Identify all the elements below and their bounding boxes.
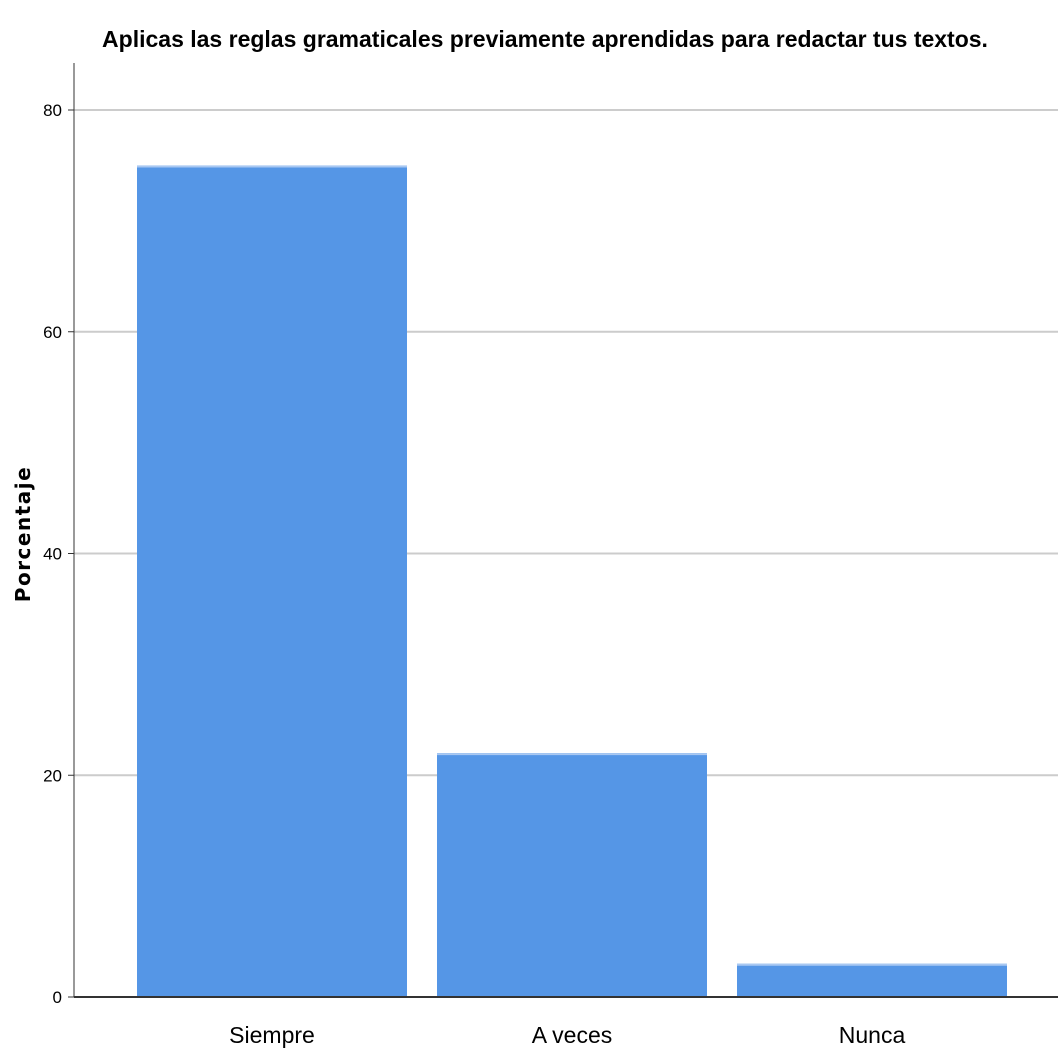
bars [137, 165, 1007, 997]
y-axis-ticks: 0 20 40 60 80 [43, 101, 74, 1007]
bar-nunca [737, 963, 1007, 997]
y-tick-label-20: 20 [43, 766, 62, 785]
x-category-label-nunca: Nunca [839, 1022, 906, 1048]
y-axis-title: Porcentaje [11, 466, 35, 602]
chart-title: Aplicas las reglas gramaticales previame… [102, 26, 988, 52]
y-tick-label-0: 0 [53, 988, 62, 1007]
axes [73, 63, 1058, 998]
bar-a-veces [437, 753, 707, 997]
y-tick-label-60: 60 [43, 323, 62, 342]
y-tick-label-80: 80 [43, 101, 62, 120]
x-category-label-siempre: Siempre [229, 1022, 315, 1048]
x-axis-categories: Siempre A veces Nunca [229, 1022, 905, 1048]
y-tick-label-40: 40 [43, 545, 62, 564]
x-category-label-a-veces: A veces [532, 1022, 613, 1048]
bar-siempre [137, 165, 407, 997]
